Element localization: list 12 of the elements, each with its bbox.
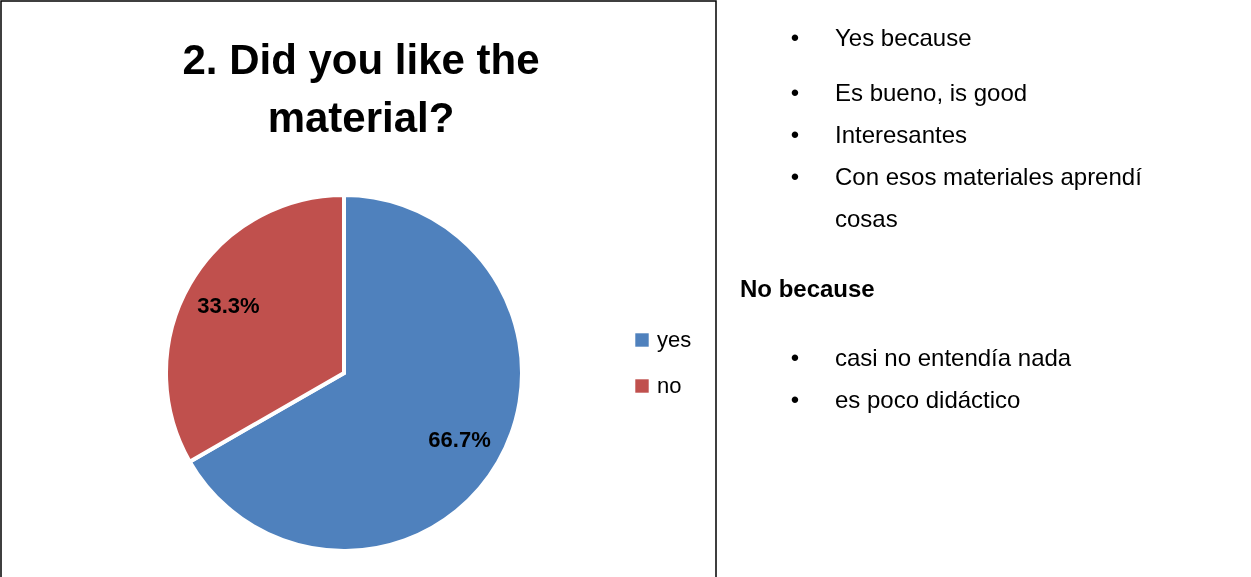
text: • Es bueno, is good <box>790 79 1028 106</box>
text: No because <box>740 275 875 302</box>
legend-label: no <box>657 373 682 398</box>
chart-title: 2. Did you like the material? <box>182 36 540 141</box>
text: • Interesantes <box>790 121 968 148</box>
text: • Con esos materiales aprendí cosas <box>790 163 1142 232</box>
data-label: 66.7% <box>428 426 491 452</box>
legend-label: yes <box>657 327 692 352</box>
text: • es poco didáctico <box>790 386 1021 413</box>
text: • Yes because <box>790 24 972 51</box>
data-label: 33.3% <box>197 293 260 319</box>
text: • casi no entendía nada <box>790 344 1072 371</box>
